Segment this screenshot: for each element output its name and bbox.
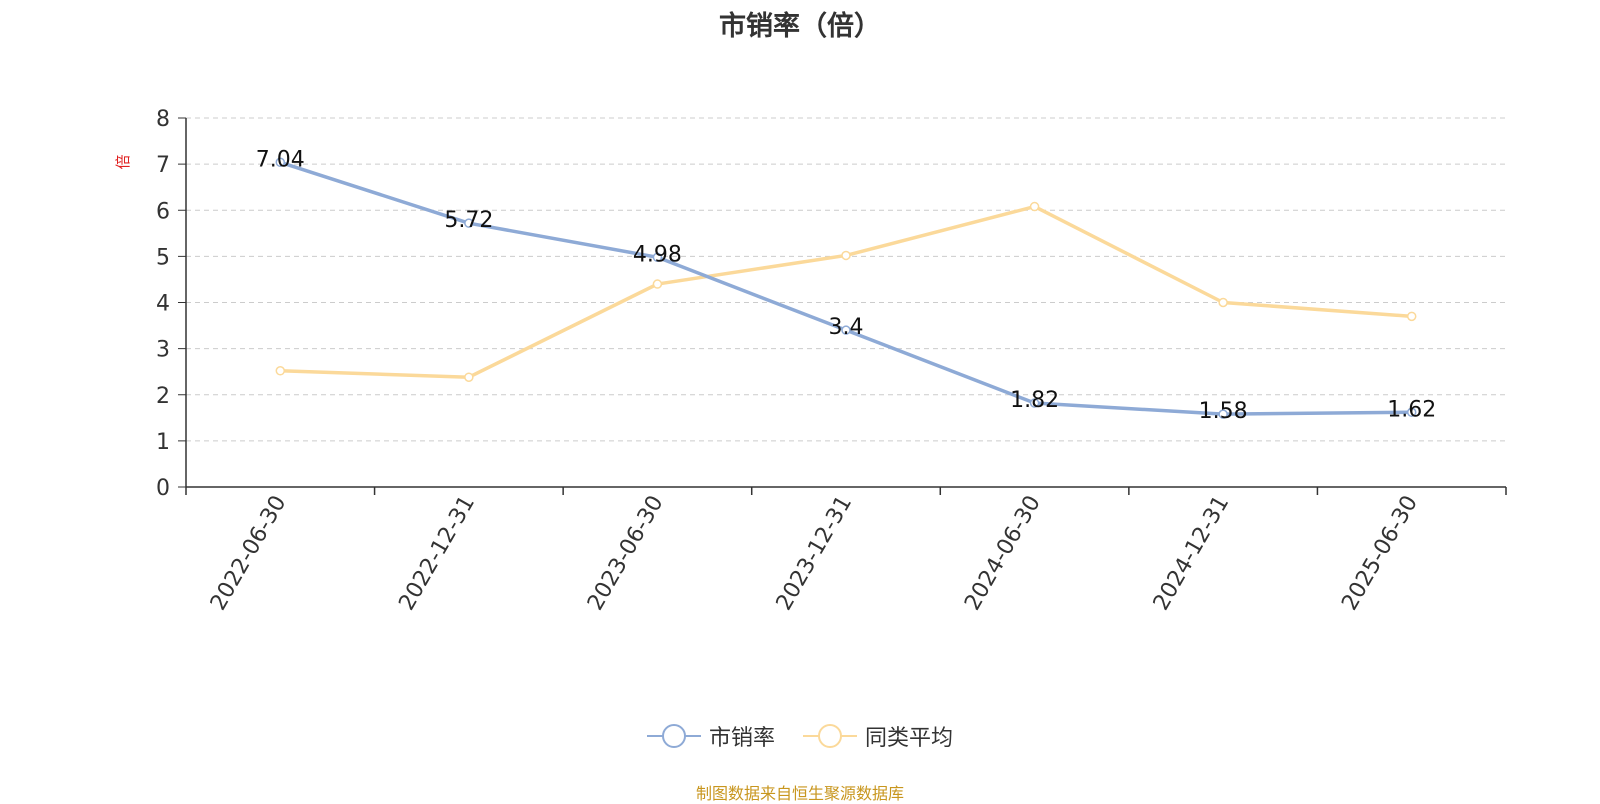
y-axis-label: 倍 — [114, 154, 132, 169]
x-tick-label-2: 2023-06-30 — [583, 492, 669, 615]
legend: 市销率 同类平均 — [0, 720, 1600, 752]
series-0-point-1 — [464, 218, 474, 228]
y-tick-label-2: 2 — [156, 384, 170, 409]
legend-marker-series-0 — [646, 724, 701, 748]
legend-marker-series-1 — [803, 724, 857, 748]
y-tick-label-5: 5 — [156, 245, 170, 270]
series-0-point-0 — [275, 157, 286, 168]
x-tick-label-1: 2022-12-31 — [394, 492, 480, 615]
data-label-series-0-0: 7.04 — [256, 147, 305, 172]
series-1-point-3 — [841, 250, 851, 261]
legend-item-series-0[interactable]: 市销率 — [646, 720, 775, 752]
series-1-point-4 — [1029, 201, 1040, 212]
series-1-point-6 — [1406, 311, 1417, 322]
data-label-series-0-1: 5.72 — [444, 208, 493, 233]
y-tick-label-1: 1 — [156, 430, 170, 455]
chart-title: 市销率（倍） — [719, 11, 881, 42]
y-tick-label-0: 0 — [156, 476, 170, 501]
y-tick-label-6: 6 — [156, 199, 170, 224]
x-tick-label-0: 2022-06-30 — [206, 492, 292, 615]
data-label-series-0-3: 3.4 — [829, 315, 864, 340]
series-0-point-3 — [841, 325, 851, 335]
y-tick-label-8: 8 — [156, 107, 170, 132]
source-note: 制图数据来自恒生聚源数据库 — [695, 784, 904, 803]
x-tick-label-6: 2025-06-30 — [1337, 492, 1423, 615]
data-label-series-0-5: 1.58 — [1199, 399, 1248, 424]
y-tick-label-3: 3 — [156, 338, 170, 363]
data-label-series-0-2: 4.98 — [633, 242, 682, 267]
x-tick-label-3: 2023-12-31 — [772, 492, 858, 615]
series-0-point-6 — [1406, 407, 1417, 418]
series-0-point-4 — [1029, 398, 1040, 408]
series-1-point-2 — [652, 279, 663, 289]
legend-label-series-1: 同类平均 — [865, 726, 954, 751]
y-tick-label-4: 4 — [156, 292, 170, 317]
legend-label-series-0: 市销率 — [708, 726, 775, 751]
x-tick-label-5: 2024-12-31 — [1149, 492, 1235, 615]
legend-item-series-1[interactable]: 同类平均 — [803, 720, 953, 752]
series-0-point-2 — [652, 252, 663, 263]
series-0-point-5 — [1218, 409, 1228, 419]
series-1-point-1 — [464, 372, 474, 382]
series-1-point-5 — [1218, 297, 1228, 308]
data-label-series-0-6: 1.62 — [1387, 397, 1436, 422]
x-tick-label-4: 2024-06-30 — [960, 492, 1046, 615]
series-1-point-0 — [275, 366, 286, 376]
y-tick-label-7: 7 — [156, 153, 170, 178]
data-label-series-0-4: 1.82 — [1010, 388, 1059, 413]
